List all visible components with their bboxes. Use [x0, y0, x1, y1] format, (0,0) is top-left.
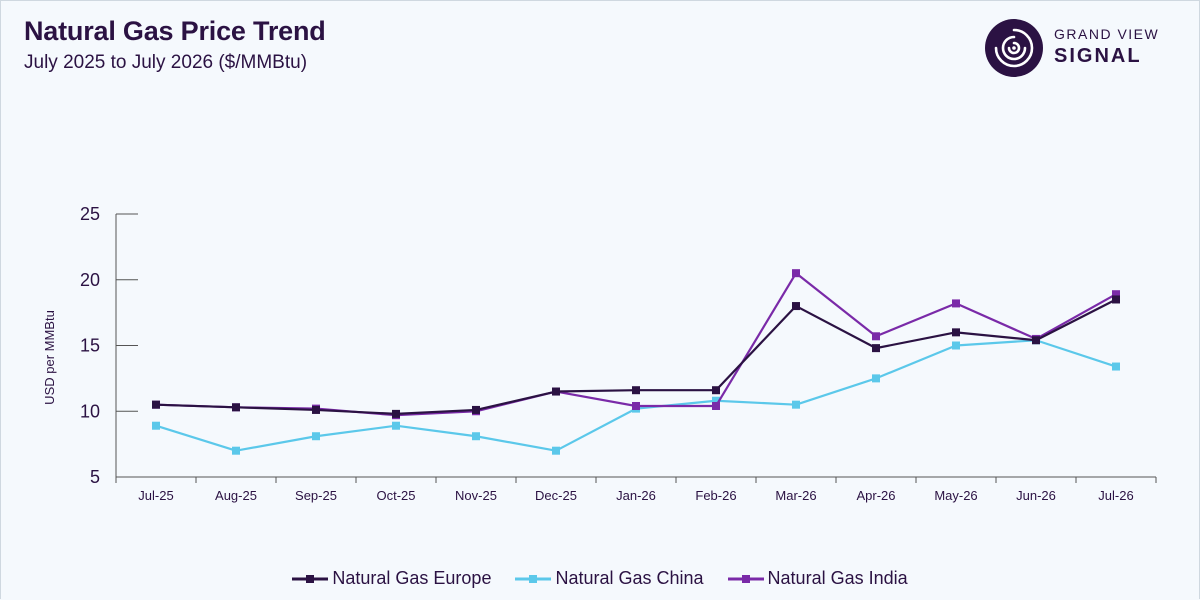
data-point — [792, 269, 800, 278]
y-tick-label: 15 — [80, 336, 100, 356]
data-point — [152, 421, 160, 430]
series-line-0 — [155, 298, 1117, 415]
x-tick-label: Sep-25 — [295, 488, 337, 503]
series-line-1 — [155, 339, 1117, 452]
legend-label: Natural Gas Europe — [332, 568, 492, 588]
chart-title: Natural Gas Price Trend — [24, 16, 326, 46]
chart-legend: Natural Gas Europe Natural Gas China Natur… — [0, 568, 1200, 589]
legend-item: Natural Gas India — [727, 568, 908, 589]
data-point — [472, 405, 480, 414]
legend-swatch — [727, 574, 764, 583]
brand-line-1: GRAND VIEW — [1054, 26, 1160, 42]
x-tick-label: May-26 — [934, 488, 977, 503]
legend-swatch — [292, 574, 329, 583]
legend-item: Natural Gas Europe — [292, 568, 491, 589]
data-point — [552, 387, 560, 396]
data-point — [952, 328, 960, 337]
data-point — [232, 403, 240, 412]
x-tick-label: Feb-26 — [695, 488, 736, 503]
data-point — [952, 299, 960, 308]
data-point — [152, 400, 160, 409]
legend-label: Natural Gas India — [767, 568, 908, 588]
y-tick-label: 10 — [80, 401, 100, 421]
data-point — [712, 401, 720, 410]
x-tick-label: Mar-26 — [775, 488, 816, 503]
data-point — [472, 432, 480, 441]
data-point — [632, 401, 640, 410]
legend-swatch-marker — [529, 574, 538, 583]
data-point — [312, 405, 320, 414]
data-point — [632, 386, 640, 395]
data-point — [712, 396, 720, 405]
x-tick-label: Aug-25 — [215, 488, 257, 503]
chart-subtitle: July 2025 to July 2026 ($/MMBtu) — [24, 52, 308, 73]
data-point — [1032, 336, 1040, 345]
data-point — [872, 344, 880, 353]
x-tick-label: Dec-25 — [535, 488, 577, 503]
data-point — [872, 332, 880, 341]
x-tick-label: Jan-26 — [616, 488, 656, 503]
data-point — [392, 421, 400, 430]
x-tick-label: Nov-25 — [455, 488, 497, 503]
signal-logo-icon — [985, 19, 1043, 77]
y-axis-title: USD per MMBtu — [42, 310, 57, 405]
legend-swatch-marker — [741, 574, 750, 583]
data-point — [312, 432, 320, 441]
legend-item: Natural Gas China — [515, 568, 704, 589]
data-point — [392, 409, 400, 418]
x-tick-label: Apr-26 — [856, 488, 895, 503]
legend-label: Natural Gas China — [555, 568, 704, 588]
y-tick-label: 20 — [80, 270, 100, 290]
brand-logo: GRAND VIEW SIGNAL — [984, 18, 1174, 77]
legend-swatch-marker — [306, 574, 315, 583]
x-tick-label: Jun-26 — [1016, 488, 1056, 503]
data-point — [1112, 290, 1120, 299]
legend-swatch — [515, 574, 552, 583]
brand-line-2: SIGNAL — [1054, 45, 1142, 67]
data-point — [1112, 295, 1120, 304]
x-tick-label: Oct-25 — [376, 488, 415, 503]
data-point — [712, 386, 720, 395]
data-point — [792, 302, 800, 311]
x-tick-label: Jul-26 — [1098, 488, 1133, 503]
data-point — [232, 446, 240, 455]
data-point — [1112, 362, 1120, 371]
y-tick-label: 25 — [80, 204, 100, 224]
data-point — [872, 374, 880, 383]
y-tick-label: 5 — [90, 467, 100, 487]
data-point — [552, 446, 560, 455]
data-point — [952, 341, 960, 350]
data-point — [792, 400, 800, 409]
x-tick-label: Jul-25 — [138, 488, 173, 503]
